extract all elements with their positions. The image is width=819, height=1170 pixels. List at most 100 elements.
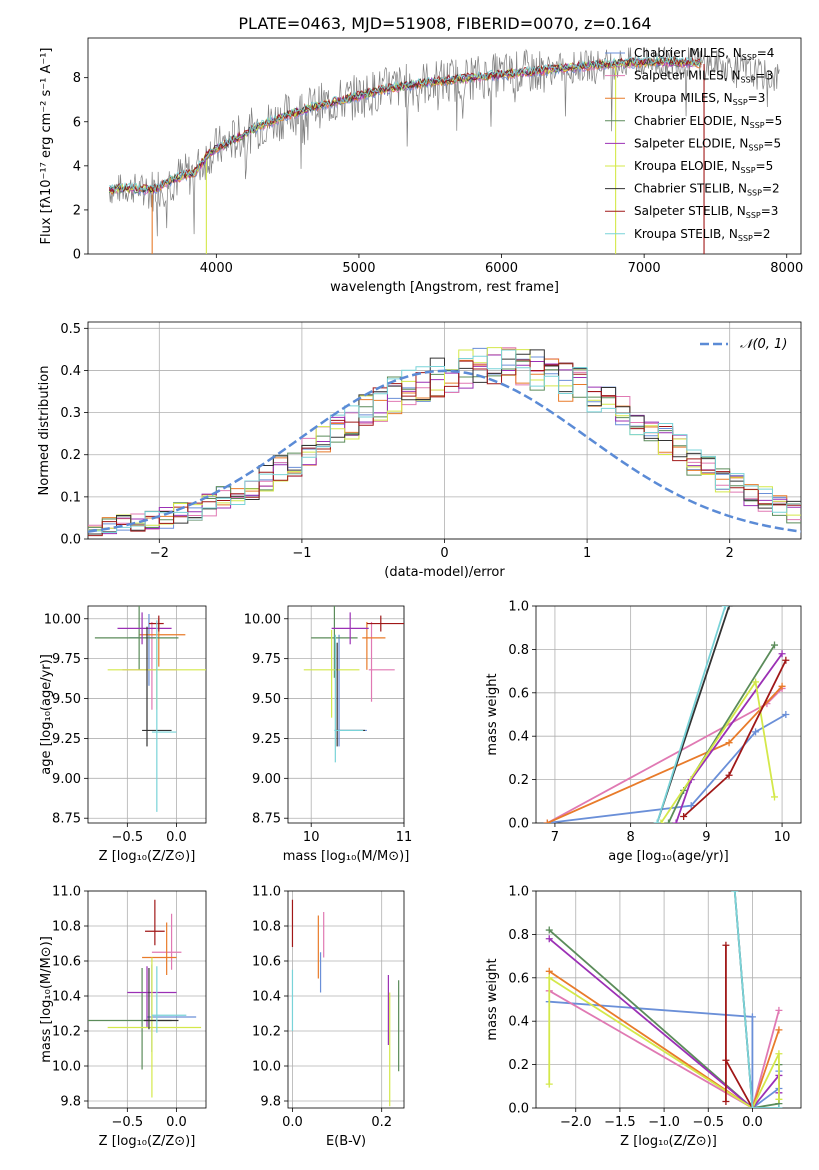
y-tick-label: 9.50	[52, 692, 81, 707]
y-tick-label: 0.0	[60, 533, 81, 548]
data-marker	[725, 606, 733, 610]
data-marker	[680, 812, 688, 820]
legend-label: Kroupa STELIB, NSSP=2	[634, 227, 771, 243]
data-marker	[545, 935, 553, 943]
x-tick-label: 7000	[628, 261, 661, 276]
y-axis-label: Flux [fλ10⁻¹⁷ erg cm⁻² s⁻¹ A⁻¹]	[39, 48, 54, 245]
x-axis-label: age [log₁₀(age/yr)]	[608, 849, 729, 864]
y-axis-label: age [log₁₀(age/yr)]	[39, 654, 54, 775]
y-tick-label: 10.6	[52, 955, 81, 970]
y-axis-label: mass weight	[485, 958, 500, 1040]
x-tick-label: 0.0	[166, 1115, 187, 1130]
plot-area	[303, 606, 404, 763]
panel-mass_weight_vs_age: 7 8 9 10 0.0 0.2 0.4 0.6 0.8 1.0 age [log₁₀(age/yr…	[485, 600, 802, 864]
legend-label: Salpeter STELIB, NSSP=3	[634, 204, 778, 220]
y-tick-label: 0	[73, 248, 81, 263]
y-tick-label: 0.4	[60, 364, 81, 379]
data-marker	[771, 641, 778, 649]
legend-label: Kroupa ELODIE, NSSP=5	[634, 159, 773, 175]
y-tick-label: 9.75	[52, 652, 81, 667]
plot-area	[94, 606, 206, 812]
x-tick-label: 0.0	[282, 1115, 303, 1130]
data-marker	[721, 606, 729, 610]
axes-frame	[87, 37, 802, 255]
x-axis-label: mass [log₁₀(M/M⊙)]	[283, 849, 410, 864]
y-tick-label: 8	[73, 71, 81, 86]
plot-area	[291, 899, 400, 1107]
y-tick-label: 10.00	[244, 612, 281, 627]
data-marker	[778, 650, 786, 658]
x-axis-label: (data-model)/error	[384, 565, 505, 580]
figure-title: PLATE=0463, MJD=51908, FIBERID=0070, z=0…	[238, 14, 651, 33]
y-axis-label: mass weight	[485, 673, 500, 755]
y-tick-label: 0.3	[60, 406, 81, 421]
histogram-kroupa_stelib	[88, 349, 801, 533]
y-tick-label: 0.2	[508, 773, 529, 788]
y-tick-label: 0.4	[508, 730, 529, 745]
histogram-salpeter_stelib	[88, 359, 801, 537]
data-marker	[775, 1050, 783, 1058]
x-axis-label: Z [log₁₀(Z/Z⊙)]	[99, 1134, 196, 1149]
x-axis-label: wavelength [Angstrom, rest frame]	[330, 280, 559, 295]
x-tick-label: −0.5	[112, 830, 144, 845]
data-marker	[545, 974, 553, 982]
y-tick-label: 2	[73, 203, 81, 218]
series-line-chabrier_stelib	[733, 891, 779, 1108]
x-tick-label: −1.5	[604, 1115, 636, 1130]
x-tick-label: 10	[303, 830, 320, 845]
y-tick-label: 0.8	[508, 928, 529, 943]
data-marker	[748, 1104, 756, 1108]
x-tick-label: 5000	[342, 261, 375, 276]
data-marker	[653, 819, 661, 823]
y-tick-label: 0.0	[508, 1102, 529, 1117]
y-tick-label: 10.2	[52, 1025, 81, 1040]
y-axis-label: mass [log₁₀(M/M⊙)]	[39, 936, 54, 1063]
data-marker	[543, 819, 551, 823]
y-tick-label: 0.5	[60, 322, 81, 337]
model-spectrum-chabrier_elodie	[108, 57, 702, 194]
y-tick-label: 9.00	[52, 772, 81, 787]
data-marker	[722, 941, 730, 949]
y-tick-label: 8.75	[52, 812, 81, 827]
data-marker	[778, 682, 786, 690]
y-tick-label: 9.00	[252, 772, 281, 787]
axes-frame	[287, 890, 405, 1109]
data-marker	[725, 739, 733, 747]
axes-frame	[87, 321, 802, 540]
series-line-salpeter_stelib	[683, 659, 787, 818]
x-tick-label: 0.0	[166, 830, 187, 845]
series-line-salpeter_elodie	[675, 653, 783, 823]
y-tick-label: 0.2	[508, 1058, 529, 1073]
chart-panels: 4000 5000 6000 7000 8000 0 2 4 6 8 wavelength [Ang…	[37, 37, 803, 1149]
x-tick-label: 8000	[770, 261, 803, 276]
data-marker	[752, 678, 760, 686]
x-tick-label: 11	[396, 830, 413, 845]
data-marker	[775, 1095, 783, 1103]
y-tick-label: 0.1	[60, 490, 81, 505]
panel-mass_vs_ebv: 0.0 0.2 9.8 10.0 10.2 10.4 10.6 10.8 11.0 E(B-V)	[252, 885, 405, 1149]
y-tick-label: 0.0	[508, 817, 529, 832]
panel-mass_vs_Z: −0.5 0.0 9.8 10.0 10.2 10.4 10.6 10.8 11.0 Z [log…	[39, 885, 207, 1149]
x-axis-label: E(B-V)	[326, 1134, 366, 1149]
x-tick-label: −0.5	[692, 1115, 724, 1130]
series-line-kroupa_elodie	[548, 976, 780, 1108]
legend-label: Kroupa MILES, NSSP=3	[634, 91, 765, 107]
axes-frame	[287, 605, 405, 824]
y-tick-label: 10.00	[44, 612, 81, 627]
data-marker	[665, 819, 672, 823]
y-tick-label: 4	[73, 159, 81, 174]
y-tick-label: 11.0	[252, 885, 281, 900]
y-tick-label: 11.0	[52, 885, 81, 900]
panel-mass_weight_vs_Z: −2.0 −1.5 −1.0 −0.5 0.0 0.0 0.2 0.4 0.6 0.8 1.0 Z […	[485, 885, 802, 1149]
model-spectrum-kroupa_stelib	[108, 55, 702, 193]
x-tick-label: −1	[292, 546, 311, 561]
plot-area	[543, 606, 790, 823]
y-tick-label: 9.25	[252, 732, 281, 747]
y-tick-label: 10.6	[252, 955, 281, 970]
legend-label: Chabrier ELODIE, NSSP=5	[634, 114, 782, 130]
x-tick-label: −2.0	[560, 1115, 592, 1130]
histogram-chabrier_stelib	[88, 349, 801, 535]
x-tick-label: 4000	[200, 261, 233, 276]
y-tick-label: 10.0	[252, 1060, 281, 1075]
